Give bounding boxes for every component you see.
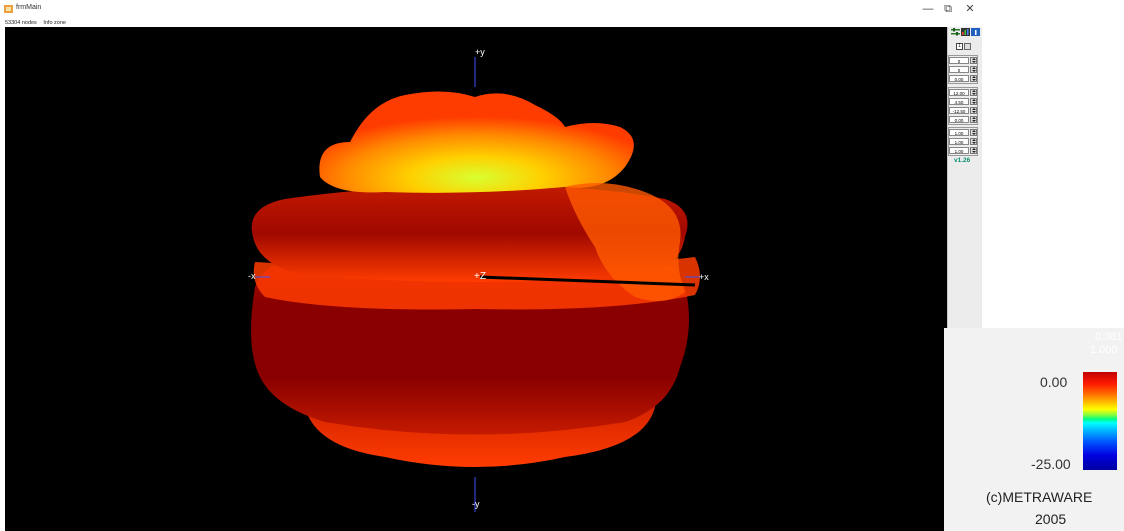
scale-z-field[interactable]: 1.00 xyxy=(949,147,969,154)
scale-y-stepper[interactable] xyxy=(970,138,977,145)
version-label: v1.26 xyxy=(954,157,971,164)
position-field-3[interactable]: -12.50 xyxy=(949,107,969,114)
scale-z-stepper[interactable] xyxy=(970,147,977,154)
right-ripples xyxy=(565,183,685,301)
copyright-text: (c)METRAWARE xyxy=(986,489,1093,505)
color-scale-bar xyxy=(1083,372,1117,470)
scale-x-stepper[interactable] xyxy=(970,129,977,136)
minus-x-label: -x xyxy=(248,271,256,281)
plus-z-label: +Z xyxy=(474,271,486,282)
position-field-4[interactable]: 0.00 xyxy=(949,116,969,123)
plus-x-label: +x xyxy=(699,272,709,282)
restore-button[interactable]: ⧉ xyxy=(944,3,952,15)
rotation-x-field[interactable]: 0 xyxy=(949,57,969,64)
rotation-z-field[interactable]: 0.00 xyxy=(949,75,969,82)
x-axis-line xyxy=(479,275,696,287)
top-lobe xyxy=(319,91,634,193)
radiation-pattern-graphic xyxy=(251,57,700,512)
legend-max-label: 0.00 xyxy=(1040,374,1068,390)
dropdown-arrow-button[interactable] xyxy=(964,43,971,50)
rotation-x-stepper[interactable] xyxy=(970,57,977,64)
copyright-year: 2005 xyxy=(1035,511,1067,527)
position-stepper-3[interactable] xyxy=(970,107,977,114)
scale-y-field[interactable]: 1.00 xyxy=(949,138,969,145)
rotation-y-field[interactable]: 0 xyxy=(949,66,969,73)
minus-y-label: -y xyxy=(472,499,480,509)
node-count: 53304 nodes xyxy=(5,20,37,26)
plus-y-label: +y xyxy=(475,47,485,57)
window-title: frmMain xyxy=(16,4,42,11)
rotation-z-stepper[interactable] xyxy=(970,75,977,82)
scale-x-field[interactable]: 1.00 xyxy=(949,129,969,136)
panel-edge xyxy=(982,27,985,331)
position-group xyxy=(948,87,978,125)
app-icon xyxy=(4,5,13,13)
rotation-group xyxy=(948,55,978,84)
title-bar: frmMain — ⧉ ✕ xyxy=(0,0,985,19)
legend-min-label: -25.00 xyxy=(1031,456,1071,472)
dropdown-value[interactable]: 1 xyxy=(956,43,963,50)
info-icon[interactable] xyxy=(971,28,980,36)
position-stepper-4[interactable] xyxy=(970,116,977,123)
position-stepper-2[interactable] xyxy=(970,98,977,105)
settings-icon[interactable] xyxy=(951,28,960,36)
info-zone: Info zone xyxy=(43,20,66,26)
legend-faded-value-2: 1.000 xyxy=(1090,344,1118,356)
status-bar: 53304 nodes Info zone xyxy=(0,19,985,27)
position-field-2[interactable]: 4.50 xyxy=(949,98,969,105)
position-field-1[interactable]: 12.00 xyxy=(949,89,969,96)
close-button[interactable]: ✕ xyxy=(965,3,975,15)
minimize-button[interactable]: — xyxy=(922,3,934,15)
scale-group xyxy=(948,127,978,156)
chart-icon[interactable] xyxy=(961,28,970,36)
3d-viewport[interactable]: +y -y -x +x +Z xyxy=(5,27,947,531)
legend-faded-value-1: 0.381 xyxy=(1095,331,1123,343)
rotation-y-stepper[interactable] xyxy=(970,66,977,73)
position-stepper-1[interactable] xyxy=(970,89,977,96)
